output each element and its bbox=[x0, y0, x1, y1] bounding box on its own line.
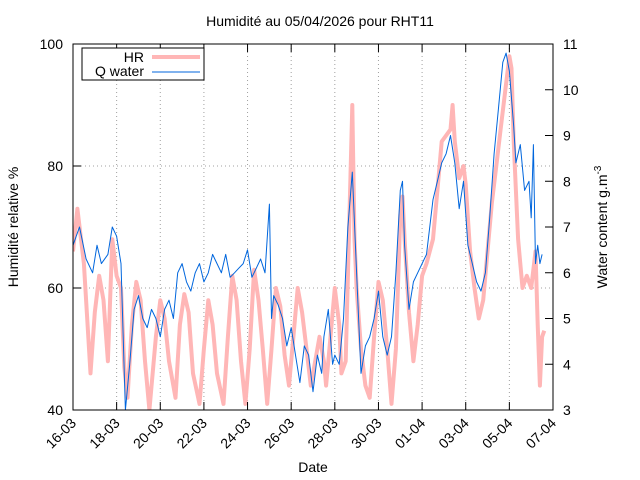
x-axis-label: Date bbox=[298, 459, 328, 475]
y2-tick-label: 7 bbox=[563, 219, 571, 235]
y2-tick-label: 11 bbox=[563, 36, 578, 52]
y2-tick-label: 4 bbox=[563, 356, 571, 372]
y2-axis-label-main: Water content g.m bbox=[594, 175, 610, 289]
legend-box bbox=[81, 47, 205, 81]
y2-tick-label: 10 bbox=[563, 82, 579, 98]
y2-tick-label: 5 bbox=[563, 311, 571, 327]
left-axis-ticks: 40 60 80 100 bbox=[40, 36, 81, 418]
y-axis-label: Humidité relative % bbox=[5, 167, 21, 288]
legend-label-hr: HR bbox=[124, 49, 144, 65]
y-tick-label: 40 bbox=[47, 402, 63, 418]
series-layer bbox=[73, 52, 547, 410]
series-line-q-water bbox=[73, 52, 543, 410]
series-line-hr bbox=[73, 54, 547, 410]
y2-axis-label: Water content g.m-3 bbox=[593, 165, 610, 288]
y2-tick-label: 6 bbox=[563, 265, 571, 281]
y2-axis-label-superscript: -3 bbox=[593, 165, 604, 174]
y2-tick-label: 9 bbox=[563, 128, 571, 144]
y-tick-label: 60 bbox=[47, 280, 63, 296]
y2-tick-label: 8 bbox=[563, 173, 571, 189]
y2-tick-label: 3 bbox=[563, 402, 571, 418]
legend: HR Q water bbox=[81, 47, 205, 81]
legend-label-q-water: Q water bbox=[95, 63, 144, 79]
right-axis-ticks: 3 4 5 6 7 8 9 10 11 bbox=[545, 36, 579, 418]
chart-title: Humidité au 05/04/2026 pour RHT11 bbox=[206, 13, 434, 29]
y-tick-label: 100 bbox=[40, 36, 64, 52]
y-tick-label: 80 bbox=[47, 158, 63, 174]
